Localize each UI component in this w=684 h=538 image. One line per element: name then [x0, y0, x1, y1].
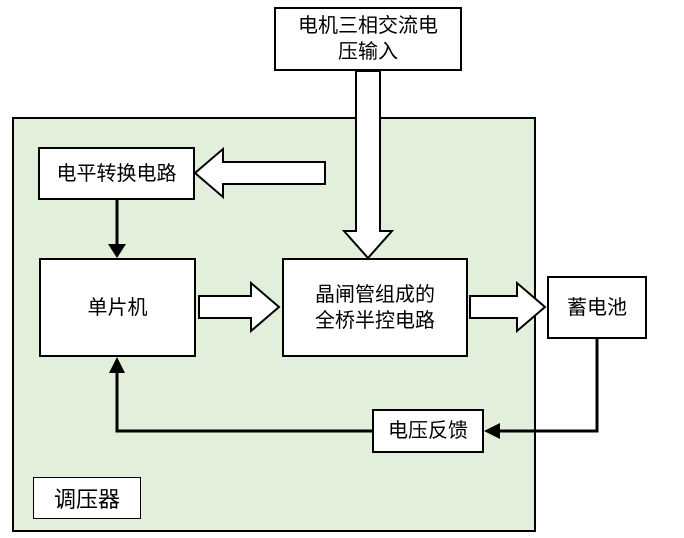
node-level-conversion: 电平转换电路 — [38, 147, 195, 200]
node-thyristor: 晶闸管组成的全桥半控电路 — [282, 258, 468, 357]
node-feedback-label: 电压反馈 — [388, 418, 468, 444]
node-battery: 蓄电池 — [547, 276, 647, 339]
node-input-label: 电机三相交流电压输入 — [298, 13, 438, 65]
arrow-battery-to-feedback — [484, 339, 604, 439]
arrow-level-to-mcu — [108, 200, 126, 258]
node-level-conversion-label: 电平转换电路 — [57, 161, 177, 187]
node-mcu-label: 单片机 — [88, 295, 148, 321]
arrow-to-level-conversion — [195, 149, 325, 197]
regulator-label-text: 调压器 — [54, 482, 120, 514]
arrow-input-to-thyristor — [344, 71, 392, 258]
node-input: 电机三相交流电压输入 — [274, 7, 462, 71]
arrow-thyristor-to-battery — [470, 283, 545, 331]
node-feedback: 电压反馈 — [372, 409, 484, 453]
arrow-feedback-to-mcu — [107, 357, 372, 439]
regulator-label: 调压器 — [33, 477, 141, 519]
arrow-mcu-to-thyristor — [199, 283, 279, 331]
node-battery-label: 蓄电池 — [567, 295, 627, 321]
node-mcu: 单片机 — [39, 258, 196, 357]
node-thyristor-label: 晶闸管组成的全桥半控电路 — [315, 282, 435, 334]
